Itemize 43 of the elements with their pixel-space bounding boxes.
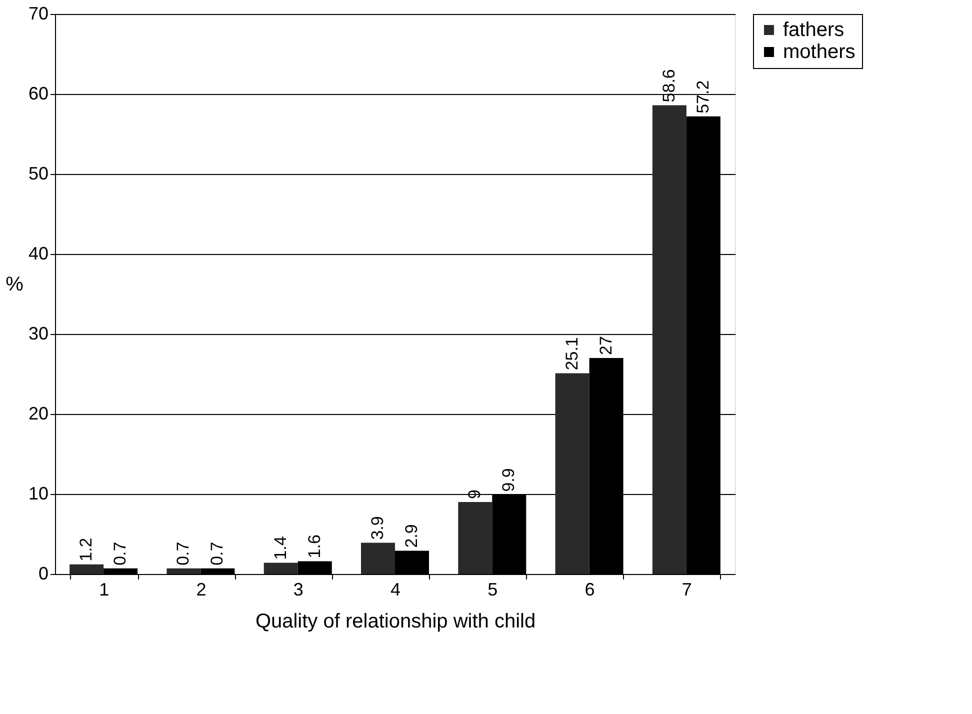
data-label: 0.7 bbox=[110, 542, 130, 566]
y-tick-label: 10 bbox=[28, 484, 48, 504]
y-tick-label: 30 bbox=[28, 324, 48, 344]
data-label: 3.9 bbox=[368, 516, 387, 540]
data-label: 2.9 bbox=[402, 524, 421, 548]
x-tick-label: 4 bbox=[390, 580, 401, 600]
y-axis-title: % bbox=[6, 274, 24, 296]
y-tick-label: 60 bbox=[28, 84, 48, 104]
x-tick-label: 7 bbox=[682, 580, 692, 600]
data-label: 25.1 bbox=[562, 337, 582, 370]
data-label: 1.2 bbox=[76, 538, 96, 562]
y-tick-label: 70 bbox=[28, 4, 48, 24]
data-label: 1.4 bbox=[270, 536, 290, 560]
data-label: 58.6 bbox=[659, 69, 678, 102]
data-label: 9.9 bbox=[499, 468, 518, 492]
bar bbox=[104, 568, 138, 574]
x-tick-label: 1 bbox=[99, 580, 110, 600]
bar bbox=[298, 561, 332, 574]
bar bbox=[166, 568, 201, 574]
y-tick-label: 0 bbox=[38, 564, 48, 584]
data-label: 1.6 bbox=[304, 534, 324, 558]
y-tick-label: 50 bbox=[28, 164, 48, 184]
bar bbox=[458, 502, 492, 574]
x-tick-label: 5 bbox=[488, 580, 498, 600]
bar bbox=[200, 568, 235, 574]
data-label: 57.2 bbox=[693, 80, 712, 114]
y-tick-label: 20 bbox=[28, 404, 48, 424]
data-label: 0.7 bbox=[208, 542, 227, 566]
x-tick-label: 6 bbox=[584, 580, 595, 600]
legend-label: fathers bbox=[783, 19, 844, 41]
data-label: 27 bbox=[596, 336, 616, 355]
bar bbox=[70, 564, 104, 574]
bar bbox=[361, 542, 395, 574]
data-label: 0.7 bbox=[174, 542, 193, 566]
bar bbox=[395, 550, 429, 574]
x-axis-title: Quality of relationship with child bbox=[255, 610, 536, 632]
bar bbox=[652, 105, 686, 574]
legend-label: mothers bbox=[783, 41, 856, 63]
x-tick-label: 3 bbox=[293, 580, 304, 600]
bar bbox=[555, 373, 590, 574]
bar bbox=[264, 562, 298, 574]
y-tick-label: 40 bbox=[28, 244, 48, 264]
x-tick-label: 2 bbox=[196, 580, 206, 600]
